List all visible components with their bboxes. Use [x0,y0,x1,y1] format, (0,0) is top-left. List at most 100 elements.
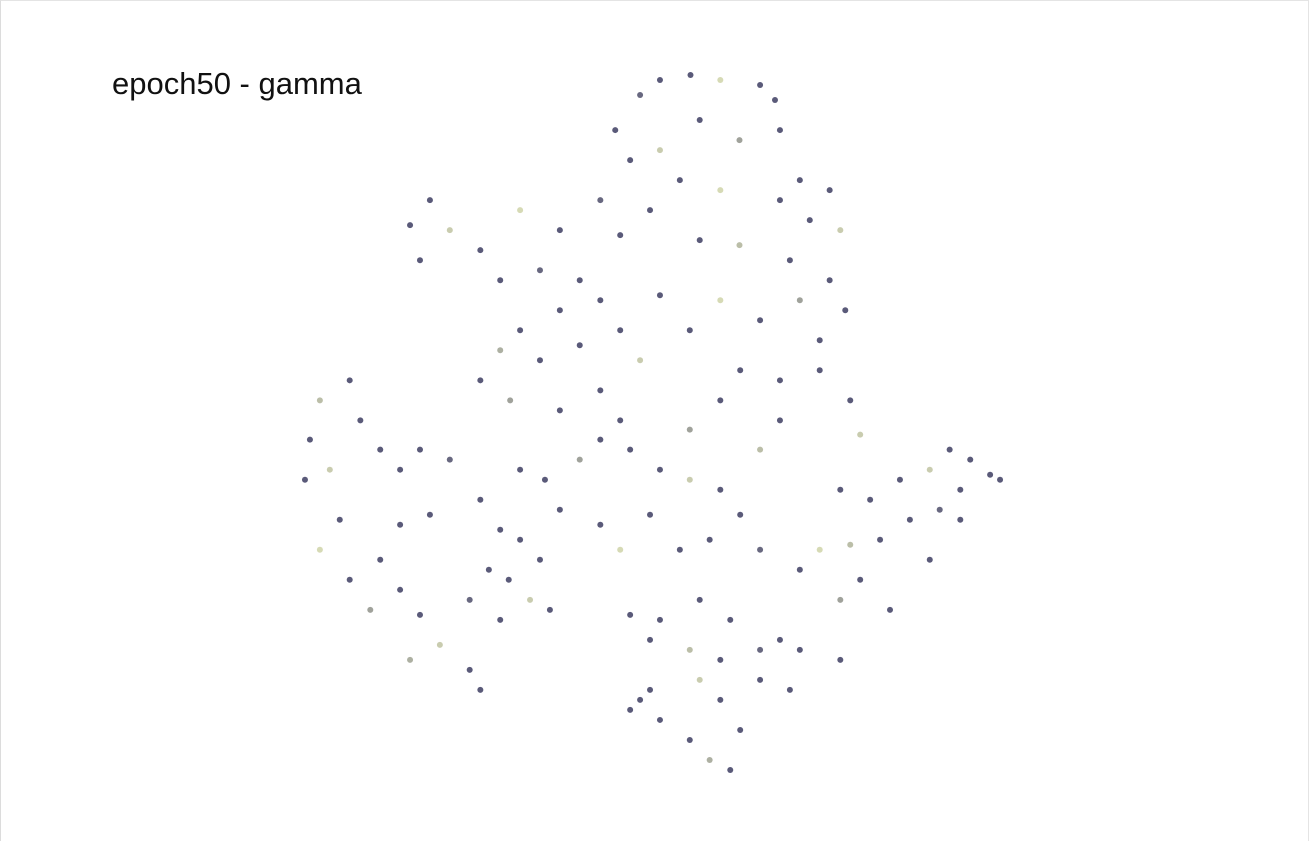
scatter-point [717,397,724,404]
scatter-point [576,342,583,349]
scatter-point [867,496,874,503]
scatter-point [717,656,724,663]
scatter-point [505,576,512,583]
scatter-point [536,267,543,274]
scatter-point [727,616,734,623]
scatter-point [556,307,563,314]
scatter-point [906,516,913,523]
scatter-point [397,466,404,473]
scatter-point [687,72,694,79]
scatter-point [377,446,384,453]
scatter-point [696,117,703,124]
scatter-point [617,417,624,424]
scatter-point [627,706,634,713]
scatter-point [676,177,683,184]
scatter-point [336,516,343,523]
scatter-point [771,97,778,104]
scatter-point [497,616,504,623]
scatter-point [397,586,404,593]
scatter-point [706,536,713,543]
scatter-point [957,516,964,523]
scatter-point [612,127,619,134]
scatter-point [597,297,604,304]
scatter-point [736,242,743,249]
scatter-point [301,476,308,483]
scatter-point [786,686,793,693]
scatter-point [627,157,634,164]
scatter-point [517,466,524,473]
scatter-point [346,576,353,583]
scatter-point [757,676,764,683]
scatter-point [736,137,743,144]
scatter-point [485,566,492,573]
scatter-point [997,476,1004,483]
scatter-point [776,127,783,134]
scatter-point [597,436,604,443]
scatter-point [326,466,333,473]
scatter-point [507,397,514,404]
scatter-point [527,596,534,603]
scatter-point [717,187,724,194]
scatter-point [776,377,783,384]
scatter-point [627,446,634,453]
scatter-point [597,521,604,528]
scatter-point [717,486,724,493]
scatter-point [837,656,844,663]
scatter-point [717,696,724,703]
scatter-point [686,476,693,483]
scatter-point [617,546,624,553]
scatter-point [546,606,553,613]
scatter-point [416,257,423,264]
scatter-point [617,327,624,334]
scatter-point [637,696,644,703]
scatter-point [637,357,644,364]
scatter-point [686,426,693,433]
scatter-point [686,327,693,334]
scatter-point [517,327,524,334]
scatter-point [647,636,654,643]
scatter-point [776,636,783,643]
scatter-point [946,446,953,453]
scatter-point [857,431,864,438]
scatter-point [426,197,433,204]
scatter-point [556,227,563,234]
scatter-point [647,511,654,518]
scatter-point [676,546,683,553]
scatter-point [816,367,823,374]
scatter-point [617,232,624,239]
scatter-point [656,292,663,299]
scatter-point [717,77,724,84]
scatter-point [737,367,744,374]
scatter-point [737,511,744,518]
scatter-point [597,387,604,394]
scatter-point [497,347,504,354]
scatter-point [656,616,663,623]
scatter-point [696,596,703,603]
scatter-point [647,686,654,693]
scatter-point [987,471,994,478]
scatter-point [786,257,793,264]
scatter-point [967,456,974,463]
scatter-point [446,227,453,234]
chart-title: epoch50 - gamma [112,66,363,101]
scatter-point [416,611,423,618]
scatter-point [477,686,484,693]
scatter-point [647,207,654,214]
scatter-point [757,446,764,453]
scatter-point [776,197,783,204]
scatter-point [627,611,634,618]
scatter-point [316,546,323,553]
scatter-point [796,297,803,304]
scatter-point [847,541,854,548]
scatter-point [407,656,414,663]
scatter-point [706,756,713,763]
scatter-point [877,536,884,543]
scatter-point [656,716,663,723]
scatter-point [556,506,563,513]
scatter-point [477,377,484,384]
scatter-point [857,576,864,583]
scatter-point [656,77,663,84]
scatter-point [477,247,484,254]
scatter-point [686,736,693,743]
